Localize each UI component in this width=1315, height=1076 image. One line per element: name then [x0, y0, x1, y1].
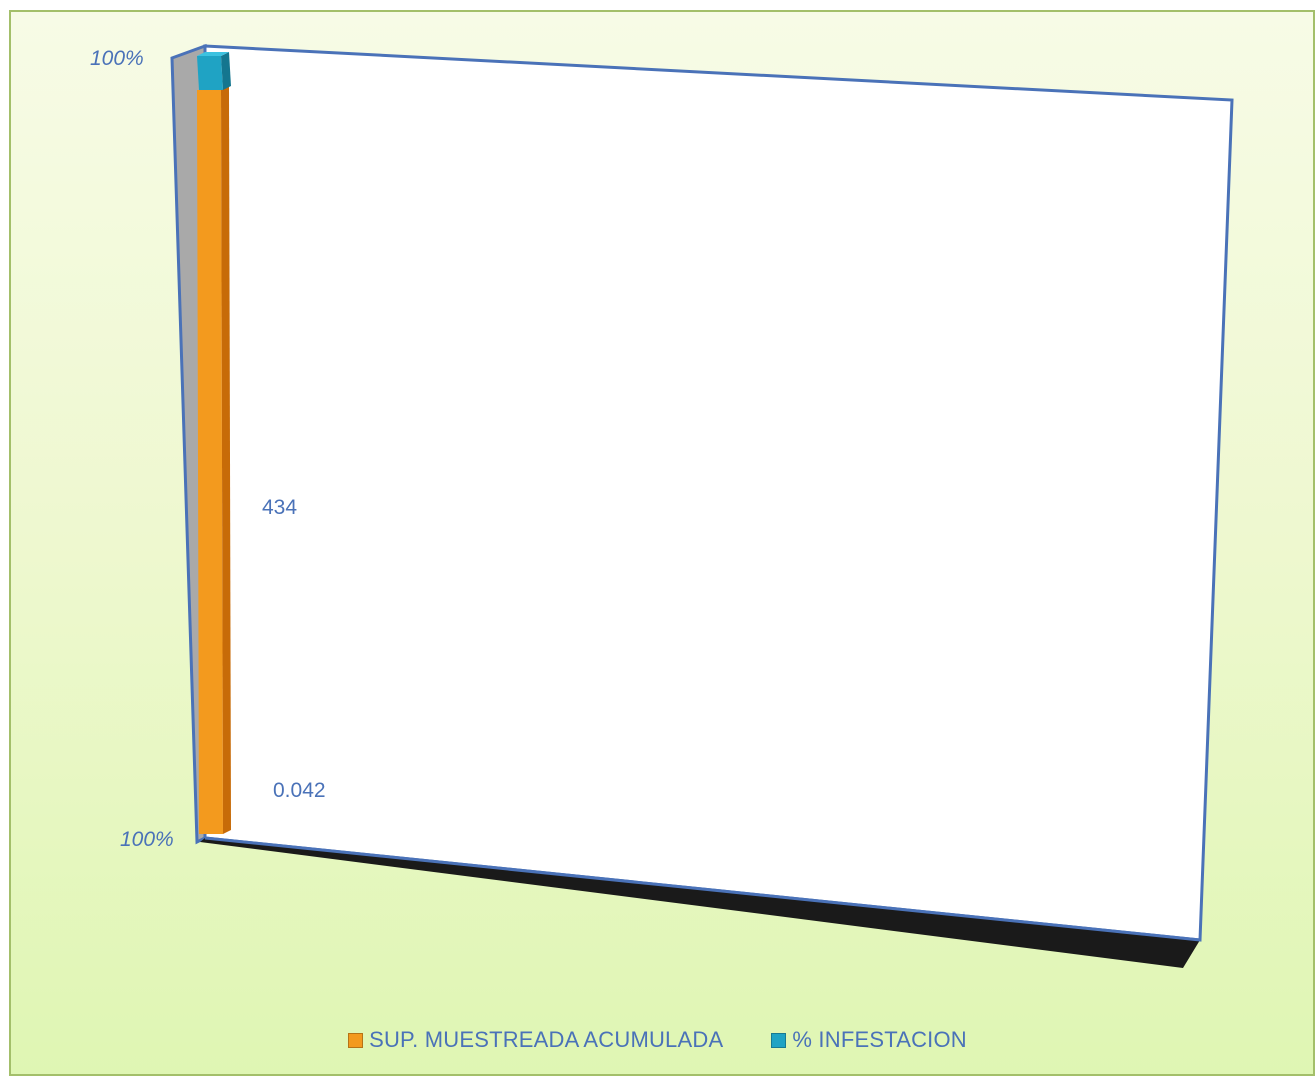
legend: SUP. MUESTREADA ACUMULADA % INFESTACION	[0, 1027, 1315, 1053]
y-tick-bottom: 100%	[120, 828, 174, 851]
legend-label: % INFESTACION	[792, 1027, 967, 1052]
legend-item-infestacion: % INFESTACION	[771, 1027, 967, 1053]
y-tick-top: 100%	[90, 47, 144, 70]
legend-label: SUP. MUESTREADA ACUMULADA	[369, 1027, 724, 1052]
bar-top-face	[197, 52, 229, 56]
data-label-sup-muestreada: 434	[262, 496, 297, 519]
bar-sup-muestreada-side	[221, 86, 231, 834]
legend-swatch-teal	[771, 1032, 787, 1048]
bar-infestacion-side	[221, 52, 231, 90]
back-wall	[203, 44, 1234, 942]
floor	[200, 838, 1200, 968]
data-label-infestacion: 0.042	[273, 779, 326, 802]
bar-infestacion-front	[197, 56, 223, 90]
legend-swatch-orange	[348, 1032, 364, 1048]
legend-item-sup-muestreada: SUP. MUESTREADA ACUMULADA	[348, 1027, 723, 1053]
bar-sup-muestreada-front	[197, 90, 223, 834]
